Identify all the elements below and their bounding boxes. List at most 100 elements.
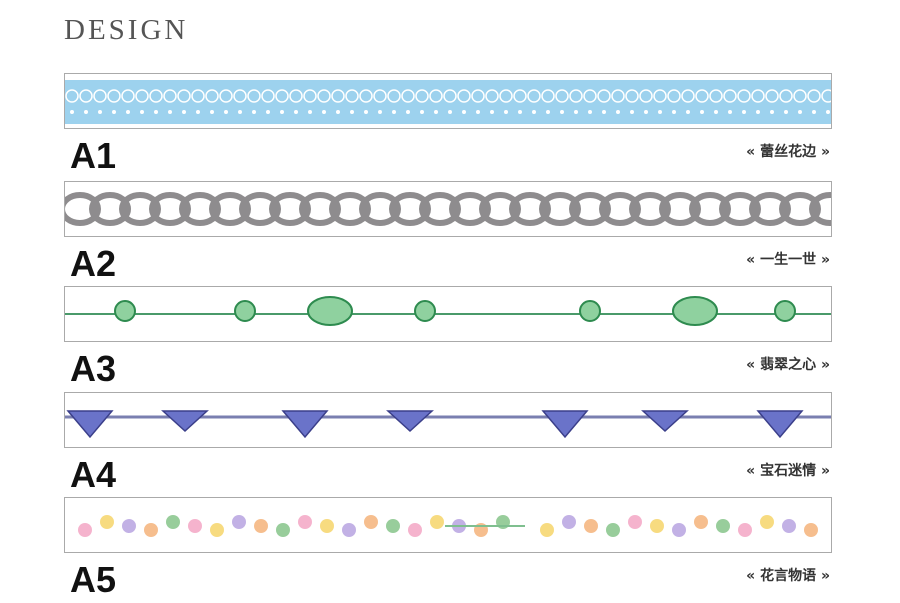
lace-dot <box>686 110 690 114</box>
gem <box>641 410 689 433</box>
chain-link <box>599 192 641 226</box>
item-code: A2 <box>70 243 117 284</box>
tape-item: A3 « 翡翠之心 » <box>0 286 900 392</box>
lace-dot <box>238 110 242 114</box>
flower <box>254 519 268 533</box>
flower <box>562 515 576 529</box>
lace-loop <box>373 89 387 103</box>
lace-loop <box>205 89 219 103</box>
lace-loop <box>415 89 429 103</box>
flower <box>782 519 796 533</box>
lace-loop <box>121 89 135 103</box>
tape-item: A5 « 花言物语 » <box>0 497 900 603</box>
flower <box>804 523 818 537</box>
lace-loop <box>625 89 639 103</box>
flower <box>298 515 312 529</box>
gem <box>414 300 436 322</box>
lace-loop <box>541 89 555 103</box>
lace-dot <box>546 110 550 114</box>
lace-loop <box>331 89 345 103</box>
lace-dot <box>210 110 214 114</box>
flower <box>232 515 246 529</box>
lace-dot <box>224 110 228 114</box>
lace-loop <box>107 89 121 103</box>
gem <box>386 410 434 433</box>
lace-loop <box>765 89 779 103</box>
flower <box>342 523 356 537</box>
lace-dot <box>266 110 270 114</box>
lace-loop <box>135 89 149 103</box>
flower <box>584 519 598 533</box>
gem <box>672 296 718 326</box>
lace-dot <box>504 110 508 114</box>
lace-loop <box>303 89 317 103</box>
lace-loop <box>233 89 247 103</box>
lace-dot <box>672 110 676 114</box>
tape-pattern <box>65 410 831 439</box>
lace-dot <box>588 110 592 114</box>
flower <box>628 515 642 529</box>
item-name: « 宝石迷情 » <box>746 463 830 479</box>
lace-loop <box>163 89 177 103</box>
lace-loop <box>639 89 653 103</box>
flower <box>166 515 180 529</box>
flower <box>320 519 334 533</box>
lace-dot <box>476 110 480 114</box>
lace-dot <box>602 110 606 114</box>
lace-dot <box>462 110 466 114</box>
chain-link <box>629 192 671 226</box>
lace-dot <box>700 110 704 114</box>
chain-link <box>209 192 251 226</box>
lace-loop <box>597 89 611 103</box>
lace-loop <box>485 89 499 103</box>
lace-dot <box>98 110 102 114</box>
lace-loop <box>737 89 751 103</box>
lace-dot <box>252 110 256 114</box>
gem <box>307 296 353 326</box>
lace-dot <box>644 110 648 114</box>
chain-link <box>509 192 551 226</box>
chain-link <box>65 192 101 226</box>
lace-dot <box>378 110 382 114</box>
lace-loop <box>471 89 485 103</box>
chain-link <box>89 192 131 226</box>
item-code: A4 <box>70 454 117 495</box>
item-name: « 一生一世 » <box>746 252 830 268</box>
chain-link <box>689 192 731 226</box>
lace-dot <box>84 110 88 114</box>
lace-loop <box>723 89 737 103</box>
lace-loop <box>359 89 373 103</box>
lace-dot <box>826 110 830 114</box>
item-name: « 花言物语 » <box>746 568 830 584</box>
gem <box>756 410 804 439</box>
lace-loop <box>779 89 793 103</box>
gem <box>774 300 796 322</box>
tape-strip <box>64 392 832 448</box>
lace-dot <box>574 110 578 114</box>
tape-item: A1 « 蕾丝花边 » <box>0 73 900 179</box>
lace-dot <box>490 110 494 114</box>
tape-strip <box>64 181 832 237</box>
tape-pattern <box>78 515 818 537</box>
lace-dot <box>308 110 312 114</box>
tape-item: A4 « 宝石迷情 » <box>0 392 900 498</box>
lace-loop <box>653 89 667 103</box>
gem <box>114 300 136 322</box>
lace-loop <box>499 89 513 103</box>
gem <box>579 300 601 322</box>
lace-dot <box>280 110 284 114</box>
lace-loop <box>261 89 275 103</box>
lace-loop <box>457 89 471 103</box>
lace-dot <box>420 110 424 114</box>
lace-loop <box>219 89 233 103</box>
item-code: A5 <box>70 559 117 600</box>
lace-loop <box>275 89 289 103</box>
lace-dot <box>364 110 368 114</box>
lace-dot <box>434 110 438 114</box>
chain-link <box>419 192 461 226</box>
chain-link <box>659 192 701 226</box>
chain-link <box>239 192 281 226</box>
flower <box>364 515 378 529</box>
lace-dot <box>616 110 620 114</box>
